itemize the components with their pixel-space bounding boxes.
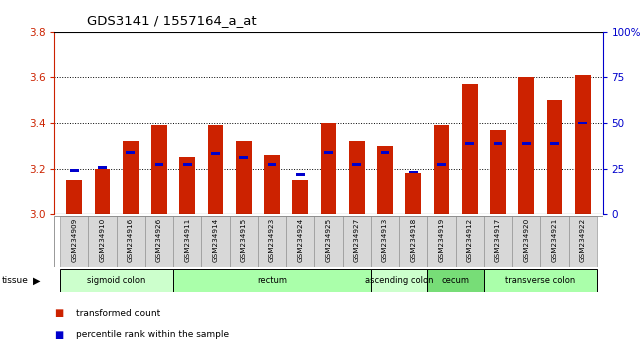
- Text: tissue: tissue: [1, 276, 28, 285]
- Bar: [484, 269, 597, 292]
- Bar: [126, 151, 135, 154]
- Text: GDS3141 / 1557164_a_at: GDS3141 / 1557164_a_at: [87, 14, 256, 27]
- Text: ■: ■: [54, 330, 63, 339]
- Text: GSM234919: GSM234919: [438, 217, 444, 262]
- Bar: [547, 100, 562, 214]
- Text: GSM234922: GSM234922: [579, 217, 586, 262]
- Text: GSM234912: GSM234912: [467, 217, 473, 262]
- Bar: [569, 216, 597, 267]
- Bar: [456, 216, 484, 267]
- Bar: [212, 152, 220, 155]
- Bar: [258, 216, 286, 267]
- Text: GSM234918: GSM234918: [410, 217, 416, 262]
- Text: GSM234914: GSM234914: [213, 217, 219, 262]
- Bar: [434, 125, 449, 214]
- Bar: [268, 162, 276, 166]
- Bar: [151, 125, 167, 214]
- Bar: [540, 216, 569, 267]
- Bar: [437, 162, 445, 166]
- Text: ■: ■: [54, 308, 63, 318]
- Bar: [286, 216, 314, 267]
- Bar: [296, 173, 304, 176]
- Text: transverse colon: transverse colon: [505, 276, 576, 285]
- Bar: [512, 216, 540, 267]
- Bar: [320, 123, 337, 214]
- Text: GSM234916: GSM234916: [128, 217, 134, 262]
- Text: percentile rank within the sample: percentile rank within the sample: [76, 330, 229, 339]
- Bar: [173, 269, 371, 292]
- Bar: [371, 216, 399, 267]
- Bar: [465, 142, 474, 145]
- Bar: [123, 141, 138, 214]
- Text: sigmoid colon: sigmoid colon: [87, 276, 146, 285]
- Bar: [578, 121, 587, 125]
- Text: GSM234913: GSM234913: [382, 217, 388, 262]
- Bar: [98, 166, 107, 169]
- Bar: [117, 216, 145, 267]
- Bar: [183, 162, 192, 166]
- Text: rectum: rectum: [257, 276, 287, 285]
- Text: ▶: ▶: [33, 275, 41, 286]
- Text: GSM234920: GSM234920: [523, 217, 529, 262]
- Text: GSM234927: GSM234927: [354, 217, 360, 262]
- Bar: [575, 75, 590, 214]
- Text: GSM234909: GSM234909: [71, 217, 78, 262]
- Text: transformed count: transformed count: [76, 309, 160, 318]
- Bar: [264, 155, 279, 214]
- Text: ascending colon: ascending colon: [365, 276, 433, 285]
- Bar: [95, 169, 110, 214]
- Bar: [201, 216, 229, 267]
- Text: GSM234924: GSM234924: [297, 217, 303, 262]
- Bar: [409, 171, 417, 173]
- Bar: [154, 162, 163, 166]
- Bar: [324, 151, 333, 154]
- Bar: [236, 141, 251, 214]
- Bar: [292, 180, 308, 214]
- Bar: [88, 216, 117, 267]
- Text: GSM234926: GSM234926: [156, 217, 162, 262]
- Text: GSM234921: GSM234921: [551, 217, 558, 262]
- Text: GSM234925: GSM234925: [326, 217, 331, 262]
- Bar: [522, 142, 531, 145]
- Bar: [60, 269, 173, 292]
- Text: GSM234923: GSM234923: [269, 217, 275, 262]
- Bar: [314, 216, 343, 267]
- Text: GSM234917: GSM234917: [495, 217, 501, 262]
- Bar: [343, 216, 371, 267]
- Bar: [179, 157, 195, 214]
- Bar: [399, 216, 428, 267]
- Bar: [381, 151, 389, 154]
- Bar: [494, 142, 503, 145]
- Bar: [70, 170, 79, 172]
- Bar: [484, 216, 512, 267]
- Bar: [67, 180, 82, 214]
- Text: cecum: cecum: [442, 276, 470, 285]
- Bar: [353, 162, 361, 166]
- Bar: [428, 216, 456, 267]
- Bar: [378, 146, 393, 214]
- Bar: [406, 173, 421, 214]
- Bar: [462, 84, 478, 214]
- Text: GSM234915: GSM234915: [241, 217, 247, 262]
- Bar: [371, 269, 428, 292]
- Bar: [60, 216, 88, 267]
- Text: GSM234910: GSM234910: [99, 217, 106, 262]
- Bar: [550, 142, 559, 145]
- Bar: [490, 130, 506, 214]
- Bar: [229, 216, 258, 267]
- Bar: [428, 269, 484, 292]
- Bar: [349, 141, 365, 214]
- Bar: [173, 216, 201, 267]
- Bar: [145, 216, 173, 267]
- Text: GSM234911: GSM234911: [184, 217, 190, 262]
- Bar: [519, 78, 534, 214]
- Bar: [240, 156, 248, 159]
- Bar: [208, 125, 223, 214]
